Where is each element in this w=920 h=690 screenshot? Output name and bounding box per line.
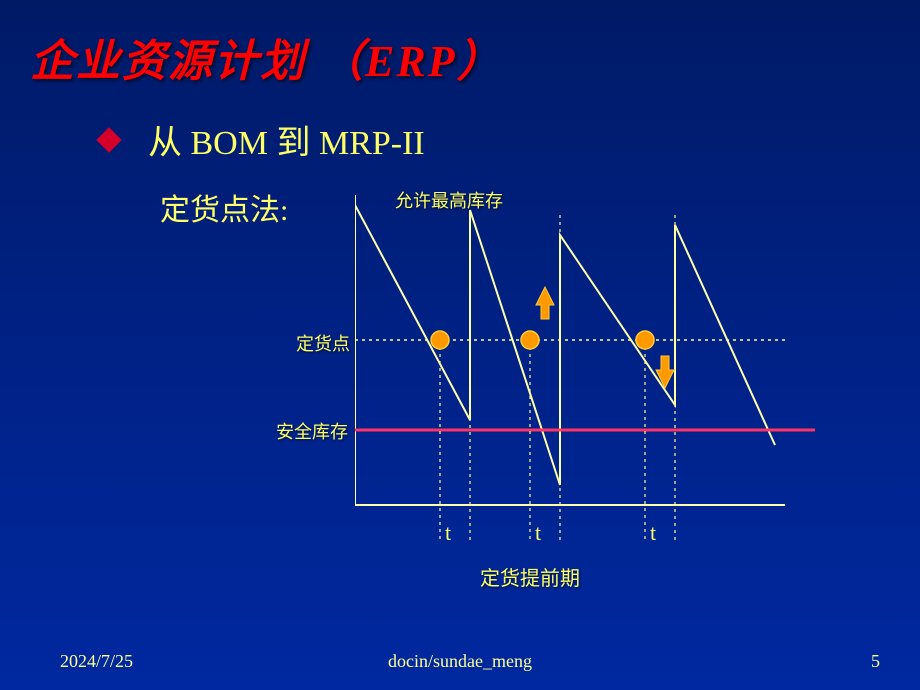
diamond-bullet-icon <box>96 127 121 152</box>
inventory-chart: 允许最高库存 <box>355 195 825 575</box>
chart-svg <box>355 195 825 575</box>
t-label-2: t <box>535 520 541 546</box>
footer-date: 2024/7/25 <box>60 651 133 672</box>
t-label-3: t <box>650 520 656 546</box>
footer: 2024/7/25 docin/sundae_meng 5 <box>0 651 920 672</box>
label-order-point: 定货点 <box>270 330 350 356</box>
subtitle: 从 BOM 到 MRP-II <box>148 115 425 164</box>
footer-source: docin/sundae_meng <box>388 651 532 672</box>
t-label-1: t <box>445 520 451 546</box>
label-safety-stock: 安全库存 <box>258 418 348 444</box>
method-label: 定货点法: <box>160 185 288 229</box>
label-lead-time: 定货提前期 <box>480 562 580 591</box>
slide-title: 企业资源计划 （ERP） <box>30 25 503 89</box>
bullet-row: 从 BOM 到 MRP-II <box>100 115 425 164</box>
label-max-inventory: 允许最高库存 <box>395 187 503 213</box>
footer-page: 5 <box>871 651 880 672</box>
